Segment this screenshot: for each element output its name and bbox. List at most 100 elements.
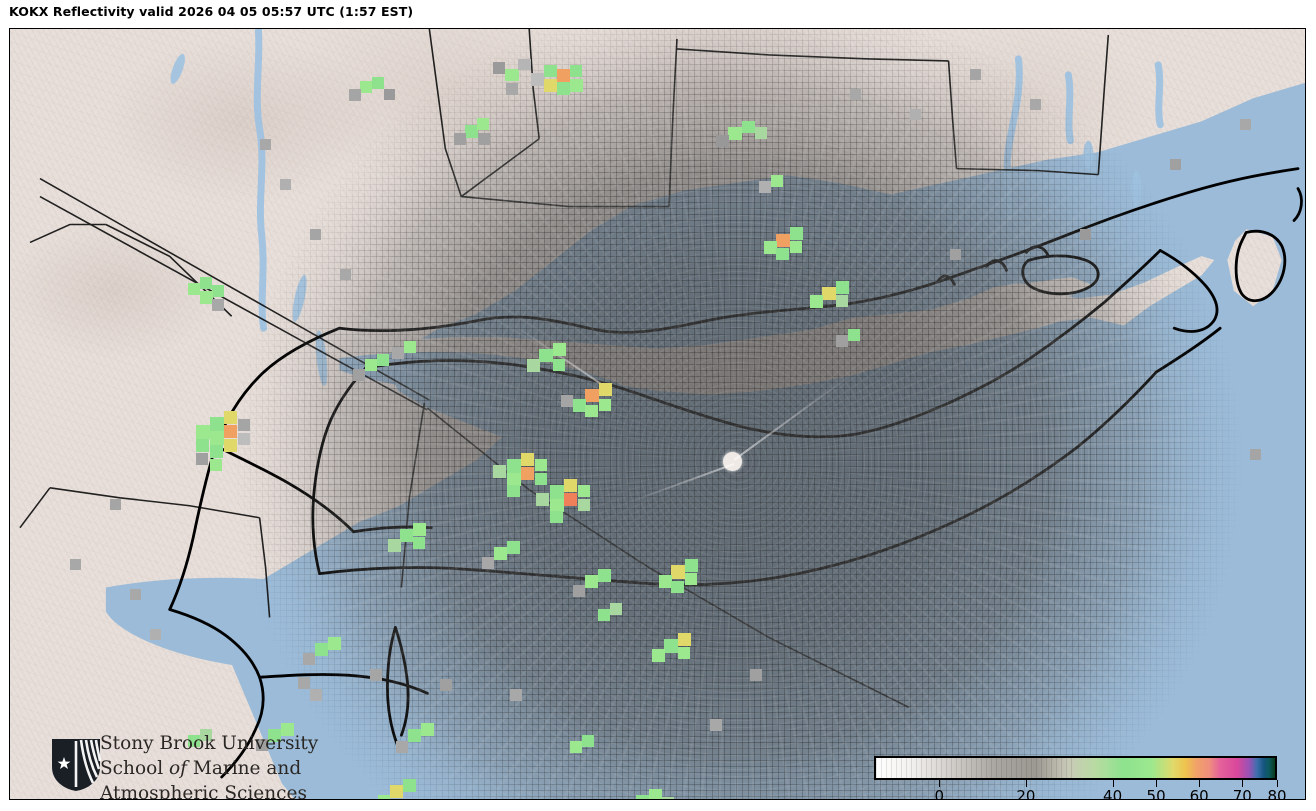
echo-cell [238, 433, 250, 445]
echo-cell [482, 557, 494, 569]
map-canvas[interactable]: Stony Brook University School of Marine … [10, 29, 1305, 799]
echo-cell [759, 181, 771, 193]
echo-cell [196, 425, 210, 439]
echo-cell [268, 729, 281, 742]
echo-cell [518, 59, 531, 70]
echo-cell [188, 735, 200, 747]
echo-cell [196, 439, 209, 452]
colorbar-tick [939, 780, 941, 787]
echo-cell [664, 639, 678, 653]
echo-cell [281, 723, 294, 736]
colorbar-tick [1242, 780, 1244, 787]
logo-line-2-b: Marine and [187, 758, 302, 779]
echo-cell [505, 69, 519, 81]
echo-cell [506, 83, 518, 95]
echo-cell [392, 347, 404, 359]
echo-cell [599, 399, 611, 411]
echo-cell [564, 479, 577, 492]
echo-cell [578, 499, 590, 511]
echo-cell [636, 795, 649, 799]
echo-cell [970, 69, 981, 80]
echo-cell [573, 399, 586, 412]
echo-cell [210, 431, 224, 445]
echo-cell [421, 723, 434, 736]
echo-cell [582, 735, 594, 747]
echo-cell [836, 281, 849, 294]
echo-cell [507, 485, 520, 497]
echo-cell [1240, 119, 1251, 130]
echo-cell [544, 65, 557, 77]
echo-cell [728, 127, 742, 140]
colorbar-tick-label: 40 [1103, 787, 1123, 799]
logo-line-3: Atmospheric Sciences [100, 783, 307, 799]
logo-line-1: Stony Brook University [100, 733, 319, 754]
echo-cell [836, 335, 848, 347]
echo-cell [440, 679, 452, 691]
echo-cell [659, 575, 672, 588]
echo-cell [776, 234, 790, 247]
echo-cell [598, 569, 611, 582]
echo-cell [539, 349, 553, 362]
echo-cell [396, 741, 408, 753]
echo-cell [685, 559, 698, 572]
echo-cell [850, 89, 861, 100]
echo-cell [465, 125, 478, 138]
echo-cell [493, 62, 505, 74]
echo-cell [561, 395, 573, 407]
page-title: KOKX Reflectivity valid 2026 04 05 05:57… [9, 4, 414, 19]
echo-cell [585, 405, 598, 417]
echo-cell [310, 229, 321, 240]
echo-cell [372, 77, 384, 89]
map-frame[interactable]: Stony Brook University School of Marine … [9, 28, 1306, 800]
radar-dome-overlay [232, 29, 1244, 799]
echo-cell [384, 89, 395, 100]
echo-cell [454, 133, 466, 145]
echo-cell [771, 175, 783, 187]
echo-cell [510, 689, 522, 701]
echo-cell [360, 81, 372, 93]
echo-cell [557, 82, 570, 95]
echo-cell [678, 647, 690, 659]
echo-cell [493, 465, 506, 478]
echo-cell [403, 779, 416, 792]
echo-cell [662, 797, 674, 799]
echo-cell [585, 389, 599, 402]
echo-cell [303, 653, 315, 665]
echo-cell [378, 795, 390, 799]
colorbar-tick [1277, 780, 1278, 787]
echo-cell [388, 539, 401, 552]
echo-cell [260, 139, 271, 150]
echo-cell [521, 467, 534, 480]
echo-cell [210, 459, 222, 471]
echo-cell [570, 79, 583, 92]
echo-cell [404, 341, 416, 353]
echo-cell [224, 411, 237, 424]
echo-cell [521, 453, 534, 466]
echo-cell [478, 133, 490, 145]
echo-cell [564, 493, 577, 506]
echo-cell [298, 677, 310, 689]
echo-cell [494, 547, 507, 560]
echo-cell [599, 383, 612, 396]
echo-cell [535, 459, 547, 471]
echo-cell [578, 485, 590, 497]
echo-cell [544, 79, 557, 92]
echo-cell [550, 485, 564, 499]
echo-cell [848, 329, 860, 341]
echo-cell [210, 445, 223, 458]
echo-cell [353, 369, 365, 381]
echo-cell [557, 69, 570, 82]
echo-cell [210, 417, 224, 431]
echo-cell [280, 179, 291, 190]
echo-cell [610, 603, 622, 615]
echo-cell [349, 89, 361, 101]
colorbar-tick [1156, 780, 1158, 787]
echo-cell [950, 249, 961, 260]
echo-cell [716, 135, 729, 147]
colorbar-tick-label: 20 [1016, 787, 1036, 799]
echo-cell [764, 241, 777, 254]
echo-cell [1250, 449, 1261, 460]
echo-cell [365, 359, 377, 371]
shield-star-icon [52, 739, 102, 791]
echo-cell [531, 73, 544, 86]
